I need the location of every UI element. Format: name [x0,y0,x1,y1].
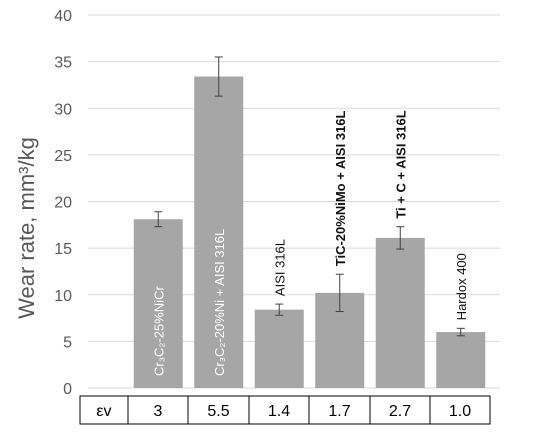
y-tick-label: 5 [63,334,72,351]
y-tick-label: 40 [54,8,72,25]
error-bar [214,56,223,97]
bar-label: Cr₃C₂-25%NiCr [151,286,166,376]
table-border [79,395,491,425]
error-bars [154,56,465,337]
bar-label: Hardox 400 [454,253,469,320]
y-axis-label: Wear rate, mm³/kg [14,137,39,319]
bar-label: AISI 316L [272,239,287,296]
bar-label: TiC-20%NiMo + AISI 316L [333,110,348,266]
y-tick-label: 15 [54,241,72,258]
table-cell: 3 [154,403,163,420]
error-bar [396,226,405,250]
bar [194,76,244,389]
bar-label: Ti + C + AISI 316L [393,110,408,218]
bar-labels: Cr₃C₂-25%NiCr Cr₃C₂-20%Ni + AISI 316L AISI… [151,110,469,376]
y-tick-label: 0 [63,381,72,398]
y-tick-label: 25 [54,148,72,165]
table-cell: 2.7 [389,403,411,420]
error-bar [456,327,465,337]
y-tick-label: 20 [54,195,72,212]
error-bar [154,211,163,228]
y-tick-label: 30 [54,101,72,118]
bar-label: Cr₃C₂-20%Ni + AISI 316L [212,229,227,376]
bar [375,237,425,388]
table-cell: 5.5 [207,403,229,420]
table-label: εv [96,403,111,420]
bar [133,219,183,388]
bar [436,332,486,388]
bars [133,76,486,389]
table-cell: 1.0 [449,403,471,420]
y-axis-ticks: 0 5 10 15 20 25 30 35 40 [54,8,72,398]
error-bar [335,273,344,313]
bar [254,309,304,388]
table-cell: 1.7 [328,403,350,420]
epsilon-table: εv 3 5.5 1.4 1.7 2.7 1.0 [79,395,491,425]
table-cell: 1.4 [268,403,290,420]
y-tick-label: 35 [54,55,72,72]
error-bar [275,303,284,316]
y-tick-label: 10 [54,288,72,305]
